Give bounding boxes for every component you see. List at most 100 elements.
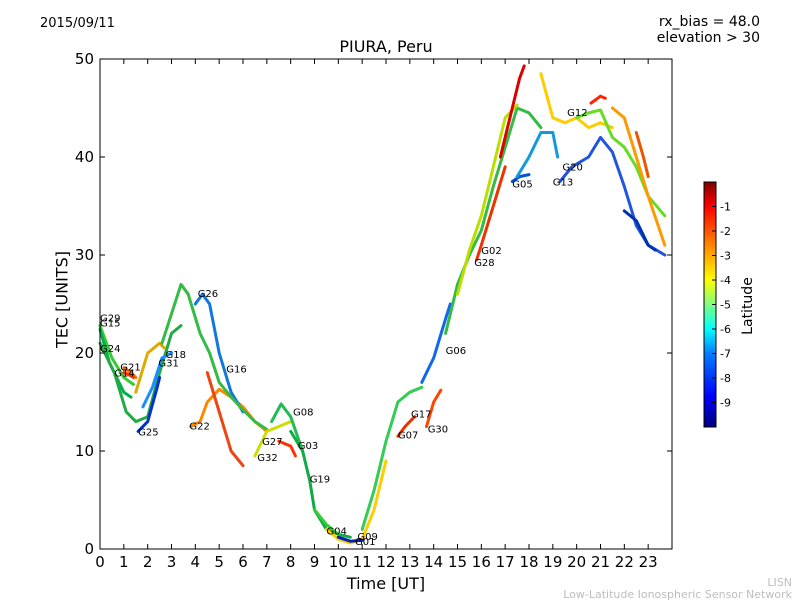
satellite-label-g05: G05 bbox=[512, 179, 532, 190]
y-tick-label: 40 bbox=[75, 148, 94, 166]
series-line-g05 bbox=[510, 173, 531, 183]
chart-title: PIURA, Peru bbox=[339, 37, 433, 56]
satellite-label-g26: G26 bbox=[198, 289, 218, 300]
satellite-label-g15: G15 bbox=[100, 319, 120, 330]
elevation-label: elevation > 30 bbox=[656, 30, 760, 46]
colorbar-tick-label: -7 bbox=[720, 348, 731, 361]
x-tick-label: 2 bbox=[143, 553, 153, 571]
rx-bias-label: rx_bias = 48.0 bbox=[658, 14, 760, 30]
x-tick-label: 10 bbox=[329, 553, 348, 571]
x-tick-label: 17 bbox=[496, 553, 515, 571]
x-tick-label: 0 bbox=[95, 553, 105, 571]
series-line-g21 bbox=[122, 366, 138, 379]
series-line-g14 bbox=[122, 371, 135, 379]
satellite-label-g32: G32 bbox=[257, 453, 277, 464]
satellite-label-g24: G24 bbox=[100, 344, 120, 355]
series-line-g07 bbox=[396, 415, 417, 438]
colorbar-tick-label: -9 bbox=[720, 397, 731, 410]
satellite-label-g09: G09 bbox=[357, 532, 377, 543]
plot-frame bbox=[99, 58, 673, 550]
x-tick-label: 20 bbox=[567, 553, 586, 571]
satellite-label-g19: G19 bbox=[310, 474, 330, 485]
series-line-g12 bbox=[539, 72, 614, 130]
x-tick-label: 14 bbox=[424, 553, 443, 571]
colorbar-tick-label: -8 bbox=[720, 372, 731, 385]
satellite-label-g02: G02 bbox=[481, 246, 501, 257]
series-line-g20 bbox=[515, 131, 560, 179]
y-tick-label: 10 bbox=[75, 442, 94, 460]
satellite-label-g22: G22 bbox=[189, 421, 209, 432]
satellite-label-g06: G06 bbox=[446, 346, 466, 357]
x-tick-label: 21 bbox=[591, 553, 610, 571]
series-line-g18 bbox=[134, 341, 166, 394]
series-line-g16 bbox=[160, 282, 269, 431]
series-line-g28 bbox=[475, 165, 507, 262]
x-tick-label: 8 bbox=[286, 553, 296, 571]
x-tick-label: 22 bbox=[615, 553, 634, 571]
satellite-label-g17: G17 bbox=[411, 410, 431, 421]
y-tick-label: 50 bbox=[75, 50, 94, 68]
satellite-label-g03: G03 bbox=[298, 441, 318, 452]
x-tick-label: 11 bbox=[353, 553, 372, 571]
series-line-g06 bbox=[420, 302, 452, 384]
series-line-unlabeled-35 bbox=[634, 131, 650, 179]
series-line-g24 bbox=[98, 324, 183, 424]
x-axis-label: Time [UT] bbox=[346, 574, 426, 593]
satellite-label-g01: G01 bbox=[355, 537, 375, 548]
satellite-label-g30: G30 bbox=[428, 424, 448, 435]
footer-network: Low-Latitude Ionospheric Sensor Network bbox=[563, 588, 792, 601]
series-line-unlabeled-34 bbox=[622, 209, 657, 252]
x-tick-label: 3 bbox=[167, 553, 177, 571]
satellite-label-g08: G08 bbox=[293, 408, 313, 419]
series-line-g32 bbox=[205, 371, 245, 468]
series-line-g01 bbox=[336, 535, 364, 543]
series-line-g02 bbox=[444, 106, 543, 335]
x-tick-label: 1 bbox=[119, 553, 129, 571]
colorbar-tick-label: -3 bbox=[720, 250, 731, 263]
y-tick-label: 20 bbox=[75, 344, 94, 362]
series-line-g29 bbox=[98, 324, 135, 386]
series-line-g17 bbox=[360, 385, 424, 531]
x-tick-label: 13 bbox=[400, 553, 419, 571]
x-tick-label: 4 bbox=[191, 553, 201, 571]
x-tick-label: 18 bbox=[519, 553, 538, 571]
x-tick-label: 12 bbox=[376, 553, 395, 571]
satellite-label-g28: G28 bbox=[474, 258, 494, 269]
satellite-label-g16: G16 bbox=[226, 365, 246, 376]
series-line-g08 bbox=[270, 402, 305, 453]
satellite-label-g25: G25 bbox=[138, 427, 158, 438]
satellite-label-g07: G07 bbox=[398, 430, 418, 441]
colorbar-tick-label: -6 bbox=[720, 323, 731, 336]
satellite-label-g12: G12 bbox=[567, 108, 587, 119]
colorbar-tick-label: -5 bbox=[720, 299, 731, 312]
footer-lisn: LISN bbox=[767, 576, 792, 589]
series-line-g31 bbox=[141, 351, 173, 409]
satellite-label-g20: G20 bbox=[562, 163, 582, 174]
x-tick-label: 15 bbox=[448, 553, 467, 571]
x-tick-label: 9 bbox=[310, 553, 320, 571]
series-line-unlabeled-32 bbox=[589, 94, 607, 105]
series-line-g04 bbox=[313, 508, 340, 536]
satellite-label-g21: G21 bbox=[120, 363, 140, 374]
x-tick-label: 19 bbox=[543, 553, 562, 571]
colorbar-tick-label: -4 bbox=[720, 274, 731, 287]
satellite-label-g27: G27 bbox=[262, 437, 282, 448]
colorbar-tick-label: -1 bbox=[720, 201, 731, 214]
series-line-g27 bbox=[253, 420, 293, 458]
series-line-unlabeled-30 bbox=[498, 64, 526, 159]
satellite-label-g18: G18 bbox=[166, 350, 186, 361]
series-line-unlabeled-33 bbox=[610, 106, 667, 247]
satellite-label-g29: G29 bbox=[100, 314, 120, 325]
satellite-label-g13: G13 bbox=[553, 177, 573, 188]
series-line-g25 bbox=[136, 376, 162, 433]
series-line-g03 bbox=[277, 439, 297, 458]
x-tick-label: 23 bbox=[639, 553, 658, 571]
satellite-label-g04: G04 bbox=[326, 526, 346, 537]
series-line-unlabeled-29 bbox=[456, 103, 519, 296]
y-tick-label: 30 bbox=[75, 246, 94, 264]
x-tick-label: 7 bbox=[262, 553, 272, 571]
satellite-label-g14: G14 bbox=[114, 369, 134, 380]
colorbar-tick-label: -2 bbox=[720, 225, 731, 238]
x-tick-label: 5 bbox=[214, 553, 224, 571]
